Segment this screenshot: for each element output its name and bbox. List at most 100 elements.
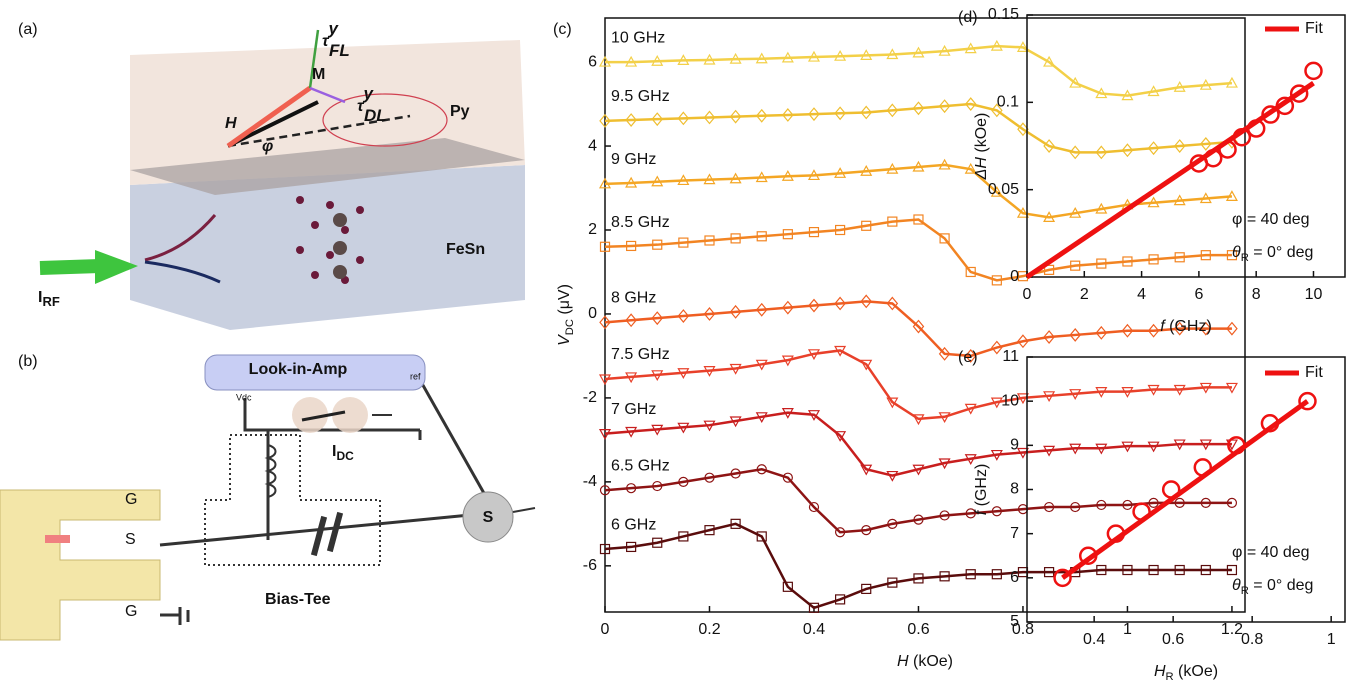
label-part: R (1241, 585, 1249, 597)
label-part: H (1154, 663, 1166, 680)
data-point (1305, 63, 1321, 79)
x-tick-label: 1 (1327, 631, 1336, 648)
x-axis-label: HR (kOe) (1154, 663, 1218, 683)
panel-label: (e) (958, 349, 978, 366)
label-part: = 0° deg (1249, 244, 1314, 261)
x-tick-label: 0.6 (907, 621, 929, 638)
y-tick-label: 10 (1001, 392, 1019, 409)
y-tick-label: 6 (588, 53, 597, 70)
y-tick-label: 0.05 (988, 181, 1019, 198)
fit-line (605, 301, 1232, 356)
data-point (1134, 504, 1150, 520)
x-tick-label: 0.4 (803, 621, 825, 638)
panel-label: (d) (958, 9, 978, 26)
label-part: DC (564, 319, 576, 335)
series-label: 8 GHz (611, 290, 656, 307)
label-part: R (1241, 252, 1249, 264)
label-part: θ (1232, 244, 1241, 261)
ground (513, 508, 535, 512)
y-tick-label: 0.15 (988, 6, 1019, 23)
y-tick-label: 0 (588, 305, 597, 322)
y-tick-label: 0 (1010, 268, 1019, 285)
label-part: (kOe) (909, 653, 953, 670)
fit-line (605, 46, 1232, 96)
fit-line (605, 104, 1232, 152)
current-sphere (332, 397, 368, 433)
annotation: θR = 0° deg (1232, 577, 1313, 597)
ref-label: ref (410, 371, 421, 381)
x-tick-label: 0.6 (1162, 631, 1184, 648)
annotation: φ = 40 deg (1232, 544, 1310, 561)
data-point (1163, 482, 1179, 498)
y-tick-label: -2 (583, 389, 597, 406)
fit-line (605, 219, 1232, 280)
x-tick-label: 0.8 (1241, 631, 1263, 648)
current-label: IRF (38, 289, 60, 309)
y-tick-label: -4 (583, 473, 597, 490)
source-label: S (483, 509, 494, 526)
y-tick-label: 5 (1010, 613, 1019, 630)
fit-line (605, 413, 1232, 476)
x-tick-label: 0.2 (698, 621, 720, 638)
x-tick-label: 0 (1023, 286, 1032, 303)
data-point (1195, 459, 1211, 475)
y-axis-label: ΔH (kOe) (973, 113, 990, 181)
legend-label: Fit (1305, 20, 1323, 37)
x-tick-label: 4 (1137, 286, 1146, 303)
x-tick-label: 2 (1080, 286, 1089, 303)
vdc-label: Vdc (236, 392, 252, 402)
series-label: 6 GHz (611, 516, 656, 533)
y-tick-label: 4 (588, 137, 597, 154)
y-axis-label: VDC (μV) (556, 284, 576, 346)
x-tick-label: 0.4 (1083, 631, 1105, 648)
series-label: 6.5 GHz (611, 457, 670, 474)
panel-b: (b) G S G Bias-Tee Look-in-Amp Vdc ref I… (0, 353, 535, 640)
fit-line (605, 165, 1232, 217)
label-part: (kOe) (973, 113, 990, 157)
x-tick-label: 1 (1123, 621, 1132, 638)
label-part: ΔH (973, 157, 990, 181)
pad-label: S (125, 531, 136, 548)
y-tick-label: 11 (1002, 348, 1019, 365)
panel-label: (a) (18, 21, 38, 38)
fit-line (605, 524, 1232, 608)
x-tick-label: 1.2 (1221, 621, 1243, 638)
y-tick-label: 2 (588, 221, 597, 238)
label-part: (kOe) (1174, 663, 1218, 680)
label-part: θ (1232, 577, 1241, 594)
x-tick-label: 10 (1305, 286, 1323, 303)
fit-line (605, 350, 1232, 418)
m-label: M (312, 66, 325, 83)
panel-label: (b) (18, 353, 38, 370)
series-label: 9.5 GHz (611, 88, 670, 105)
label-part: φ = 40 deg (1232, 544, 1310, 561)
label-part: = 0° deg (1249, 577, 1314, 594)
annotation: θR = 0° deg (1232, 244, 1313, 264)
figure: (a) IRF M H φ τyFL τyDL Py FeSn (b) G S … (0, 0, 1364, 692)
y-tick-label: 6 (1010, 569, 1019, 586)
legend-label: Fit (1305, 364, 1323, 381)
bias-tee-label: Bias-Tee (265, 591, 331, 608)
series-label: 7.5 GHz (611, 346, 670, 363)
series-label: 9 GHz (611, 151, 656, 168)
x-axis-label: f (GHz) (1160, 318, 1212, 335)
py-label: Py (450, 103, 470, 120)
pad-label: G (125, 491, 137, 508)
current-label: IDC (332, 443, 354, 463)
y-tick-label: 7 (1010, 525, 1019, 542)
label-part: (GHz) (1165, 318, 1212, 335)
annotation: φ = 40 deg (1232, 211, 1310, 228)
label-part: R (1166, 671, 1174, 683)
label-part: H (897, 653, 909, 670)
capacitor (327, 512, 343, 552)
series-label: 10 GHz (611, 29, 665, 46)
label-part: (μV) (556, 284, 573, 319)
series-label: 7 GHz (611, 401, 656, 418)
sample (45, 535, 70, 543)
y-tick-label: -6 (583, 557, 597, 574)
y-axis-label: f (GHz) (973, 464, 990, 516)
label-part: (GHz) (973, 464, 990, 511)
series-label: 8.5 GHz (611, 214, 670, 231)
